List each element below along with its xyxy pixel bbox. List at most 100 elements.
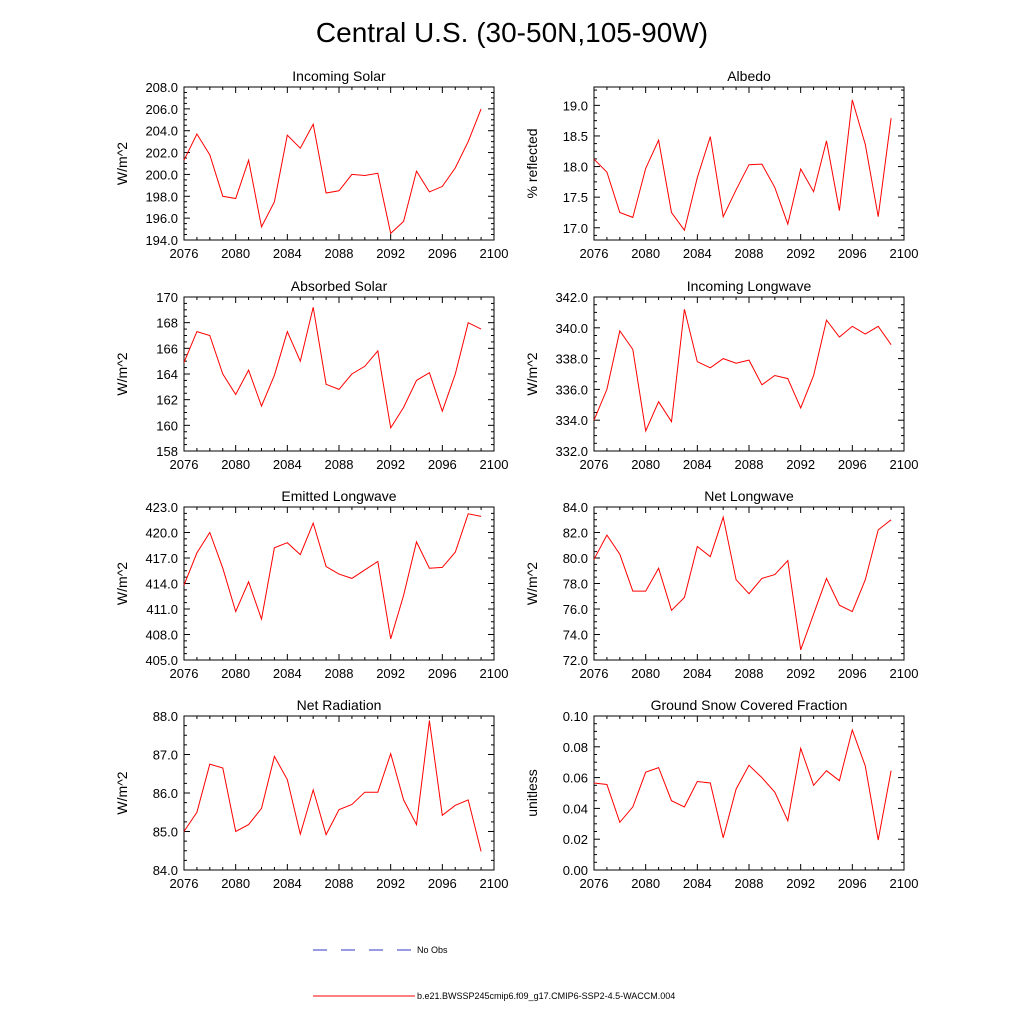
x-tick-label: 2096 — [838, 666, 867, 681]
y-tick-label: 85.0 — [153, 825, 178, 840]
x-tick-label: 2076 — [580, 666, 609, 681]
chart-title: Net Longwave — [704, 488, 794, 504]
y-tick-label: 0.04 — [563, 801, 588, 816]
y-tick-label: 338.0 — [555, 352, 588, 367]
x-tick-label: 2076 — [170, 876, 199, 891]
x-tick-label: 2088 — [325, 876, 354, 891]
y-tick-label: 332.0 — [555, 444, 588, 459]
plot-frame — [593, 86, 905, 241]
plot-frame — [593, 296, 905, 452]
y-tick-label: 78.0 — [563, 577, 588, 592]
x-tick-label: 2080 — [221, 457, 250, 472]
y-tick-label: 200.0 — [145, 167, 178, 182]
series-line — [183, 720, 482, 852]
x-tick-label: 2076 — [170, 666, 199, 681]
y-tick-label: 336.0 — [555, 382, 588, 397]
chart-panel-4: Incoming Longwave W/m^2 2076 2080 2084 2088 20… — [524, 278, 918, 472]
x-tick-label: 2088 — [735, 876, 764, 891]
legend: No Obs b.e21.BWSSP245cmip6.f09_g17.CMIP6… — [313, 945, 675, 1001]
x-tick-label: 2088 — [325, 666, 354, 681]
y-tick-label: 170 — [156, 290, 178, 305]
y-axis-label: W/m^2 — [114, 562, 130, 605]
y-tick-label: 342.0 — [555, 290, 588, 305]
x-tick-label: 2076 — [170, 457, 199, 472]
y-tick-label: 168 — [156, 316, 178, 331]
y-axis-label: W/m^2 — [524, 562, 540, 605]
y-tick-label: 0.08 — [563, 740, 588, 755]
y-tick-label: 82.0 — [563, 526, 588, 541]
x-tick-label: 2084 — [273, 246, 302, 261]
y-tick-label: 18.5 — [563, 129, 588, 144]
x-tick-label: 2084 — [273, 666, 302, 681]
chart-panel-2: Albedo % reflected 2076 2080 2084 2088 2092 209… — [524, 68, 918, 261]
y-tick-label: 19.0 — [563, 98, 588, 113]
x-tick-label: 2080 — [631, 457, 660, 472]
series-line — [593, 309, 892, 433]
y-tick-label: 204.0 — [145, 124, 178, 139]
x-tick-label: 2092 — [376, 246, 405, 261]
y-tick-label: 17.0 — [563, 221, 588, 236]
x-tick-label: 2100 — [480, 876, 509, 891]
x-tick-label: 2096 — [838, 876, 867, 891]
y-axis-label: W/m^2 — [524, 352, 540, 395]
y-axis-label: % reflected — [524, 128, 540, 198]
chart-panel-5: Emitted Longwave W/m^2 2076 2080 2084 2088 209… — [114, 488, 508, 681]
x-tick-label: 2076 — [580, 876, 609, 891]
x-tick-label: 2084 — [273, 876, 302, 891]
plot-frame — [183, 506, 495, 661]
x-tick-label: 2092 — [376, 876, 405, 891]
x-tick-label: 2092 — [376, 457, 405, 472]
series-line — [593, 515, 892, 650]
x-tick-label: 2100 — [890, 457, 919, 472]
x-tick-label: 2088 — [735, 246, 764, 261]
x-tick-label: 2100 — [890, 666, 919, 681]
legend-obs-label: No Obs — [417, 945, 448, 955]
series-line — [593, 99, 892, 232]
x-tick-label: 2076 — [170, 246, 199, 261]
chart-panel-8: Ground Snow Covered Fraction unitless 2076… — [524, 697, 918, 891]
chart-title: Absorbed Solar — [291, 278, 388, 294]
y-tick-label: 80.0 — [563, 551, 588, 566]
y-tick-label: 206.0 — [145, 102, 178, 117]
chart-title: Net Radiation — [297, 697, 382, 713]
legend-model-label: b.e21.BWSSP245cmip6.f09_g17.CMIP6-SSP2-4… — [417, 991, 675, 1001]
y-tick-label: 164 — [156, 367, 178, 382]
y-tick-label: 74.0 — [563, 628, 588, 643]
y-tick-label: 194.0 — [145, 233, 178, 248]
chart-title: Emitted Longwave — [281, 488, 396, 504]
y-tick-label: 423.0 — [145, 500, 178, 515]
x-tick-label: 2076 — [580, 457, 609, 472]
x-tick-label: 2084 — [683, 876, 712, 891]
y-tick-label: 334.0 — [555, 413, 588, 428]
series-line — [183, 108, 482, 235]
x-tick-label: 2088 — [325, 457, 354, 472]
x-tick-label: 2080 — [221, 876, 250, 891]
chart-title: Ground Snow Covered Fraction — [651, 697, 848, 713]
y-tick-label: 84.0 — [563, 500, 588, 515]
x-tick-label: 2084 — [683, 457, 712, 472]
y-tick-label: 405.0 — [145, 653, 178, 668]
x-tick-label: 2092 — [786, 457, 815, 472]
x-tick-label: 2084 — [273, 457, 302, 472]
y-axis-label: unitless — [524, 769, 540, 816]
y-tick-label: 76.0 — [563, 602, 588, 617]
y-axis-label: W/m^2 — [114, 771, 130, 814]
x-tick-label: 2100 — [890, 876, 919, 891]
y-tick-label: 0.06 — [563, 771, 588, 786]
y-tick-label: 414.0 — [145, 577, 178, 592]
y-tick-label: 0.02 — [563, 832, 588, 847]
x-tick-label: 2092 — [786, 876, 815, 891]
y-tick-label: 84.0 — [153, 863, 178, 878]
y-tick-label: 198.0 — [145, 189, 178, 204]
x-tick-label: 2100 — [480, 457, 509, 472]
x-tick-label: 2092 — [786, 246, 815, 261]
x-tick-label: 2084 — [683, 666, 712, 681]
panels: Incoming Solar W/m^2 2076 2080 2084 2088 2092 2… — [114, 68, 918, 891]
x-tick-label: 2080 — [631, 666, 660, 681]
y-tick-label: 411.0 — [146, 602, 178, 617]
y-tick-label: 158 — [156, 444, 178, 459]
chart-title: Incoming Solar — [292, 68, 386, 84]
plot-frame — [593, 506, 905, 661]
series-line — [593, 728, 892, 841]
